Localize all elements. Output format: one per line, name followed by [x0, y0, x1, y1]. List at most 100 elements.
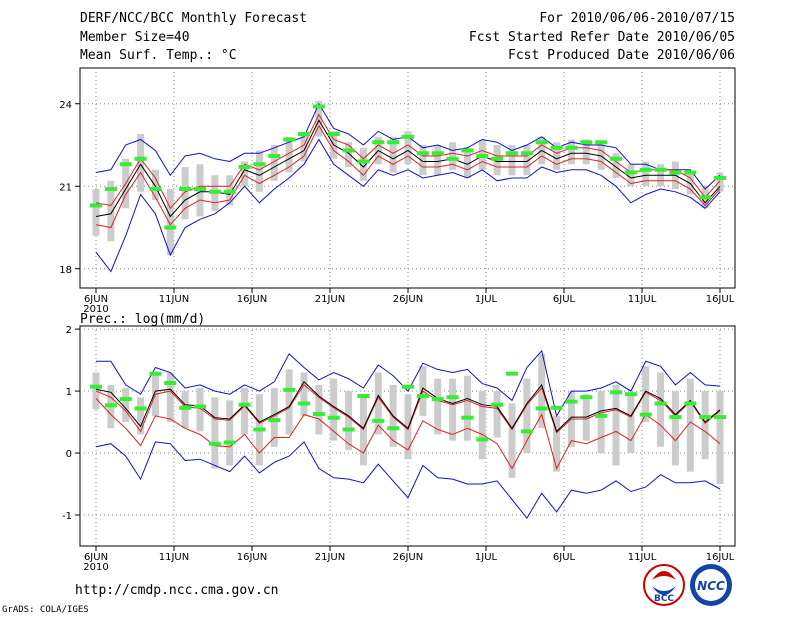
precipitation-panel: 6JUN 11JUN 16JUN 21JUN 26JUN 1JUL 6JUL 11JUL 16J…	[62, 325, 736, 573]
climatology-mark	[595, 140, 608, 145]
member-range-bar	[300, 134, 308, 162]
member-range-bar	[642, 366, 650, 423]
climatology-mark	[134, 406, 147, 411]
member-range-bar	[166, 372, 174, 423]
climatology-mark	[342, 427, 355, 432]
lower-bound-line	[95, 138, 721, 273]
member-range-bar	[553, 142, 561, 170]
x-tick-label: 26JUN	[393, 294, 423, 305]
member-range-bar	[315, 384, 323, 435]
climatology-mark	[446, 156, 459, 161]
x-year-label: 2010	[83, 304, 108, 315]
member-range-bar	[657, 372, 665, 447]
climatology-mark	[506, 371, 518, 376]
member-range-bar	[449, 142, 457, 170]
member-range-bar	[523, 145, 531, 176]
bcc-logo: BCC	[643, 564, 685, 606]
bcc-logo-text: BCC	[654, 594, 674, 604]
member-range-bar	[449, 378, 457, 441]
climatology-mark	[580, 395, 593, 400]
y-tick-label: -1	[62, 511, 72, 522]
source-url[interactable]: http://cmdp.ncc.cma.gov.cn	[75, 583, 279, 598]
lower-bound-line	[95, 441, 721, 519]
member-range-bar	[567, 139, 575, 165]
member-range-bar	[345, 142, 353, 167]
member-range-bar	[627, 394, 635, 454]
member-range-bar	[270, 145, 278, 181]
y-tick-label: 0	[66, 449, 72, 460]
member-range-bar	[359, 147, 367, 181]
climatology-mark	[119, 162, 132, 167]
member-range-bar	[285, 369, 293, 435]
climatology-mark	[164, 381, 177, 386]
x-tick-label: 11JUN	[159, 294, 189, 305]
climatology-mark	[550, 405, 563, 410]
climatology-mark	[342, 148, 355, 153]
member-range-bar	[463, 147, 471, 178]
lower-spread-line	[95, 124, 721, 229]
climatology-mark	[223, 440, 236, 445]
bcc-logo-swirl	[652, 586, 676, 595]
x-tick-label: 11JUN	[159, 552, 189, 563]
climatology-mark	[402, 134, 414, 139]
x-tick-label: 21JUN	[315, 552, 345, 563]
member-range-bar	[523, 378, 531, 454]
member-range-bar	[716, 172, 724, 192]
climatology-mark	[639, 412, 652, 417]
climatology-mark	[194, 404, 206, 409]
member-range-bar	[255, 150, 263, 192]
member-range-bar	[404, 394, 412, 460]
x-tick-label: 26JUN	[393, 552, 423, 563]
member-range-bar	[137, 397, 145, 435]
x-tick-label: 11JUL	[628, 552, 657, 563]
x-tick-label: 6JUN	[84, 552, 108, 563]
climatology-mark	[208, 441, 221, 446]
climatology-mark	[506, 151, 518, 156]
climatology-mark	[565, 399, 578, 404]
x-tick-label: 21JUN	[315, 294, 345, 305]
lower-spread-line	[95, 398, 721, 470]
member-range-bar	[241, 387, 249, 435]
climatology-mark	[164, 225, 177, 230]
member-range-bar	[211, 397, 219, 469]
climatology-mark	[565, 145, 578, 150]
x-tick-label: 6JUL	[553, 552, 576, 563]
member-range-bar	[389, 136, 397, 173]
climatology-mark	[550, 145, 563, 150]
climatology-mark	[90, 384, 102, 389]
climatology-mark	[431, 151, 444, 156]
member-range-bar	[508, 403, 516, 478]
member-range-bar	[627, 164, 635, 187]
member-range-bar	[374, 372, 382, 435]
x-tick-label: 16JUN	[237, 552, 267, 563]
member-range-bar	[612, 153, 620, 178]
climatology-mark	[416, 394, 429, 399]
climatology-mark	[90, 203, 102, 208]
climatology-mark	[372, 140, 385, 145]
member-range-bar	[92, 372, 100, 410]
climatology-mark	[298, 132, 310, 136]
climatology-mark	[104, 187, 117, 191]
climatology-mark	[312, 104, 325, 109]
climatology-mark	[372, 418, 385, 423]
climatology-mark	[253, 162, 266, 167]
climatology-mark	[684, 401, 697, 406]
member-range-bar	[107, 180, 115, 242]
member-range-bar	[270, 387, 278, 447]
climatology-mark	[476, 437, 489, 442]
climatology-mark	[684, 170, 697, 175]
climatology-mark	[610, 390, 622, 395]
climatology-mark	[669, 415, 682, 420]
member-range-bar	[285, 136, 293, 173]
member-range-bar	[226, 400, 234, 466]
x-tick-label: 16JUN	[237, 294, 267, 305]
upper-bound-line	[96, 349, 721, 418]
climatology-mark	[208, 189, 221, 194]
climatology-mark	[357, 159, 370, 164]
climatology-mark	[714, 176, 726, 180]
member-range-bar	[716, 391, 724, 485]
precipitation-label: Prec.: log(mm/d)	[80, 312, 206, 327]
member-range-bar	[701, 391, 709, 460]
x-tick-label: 16JUL	[706, 294, 735, 305]
